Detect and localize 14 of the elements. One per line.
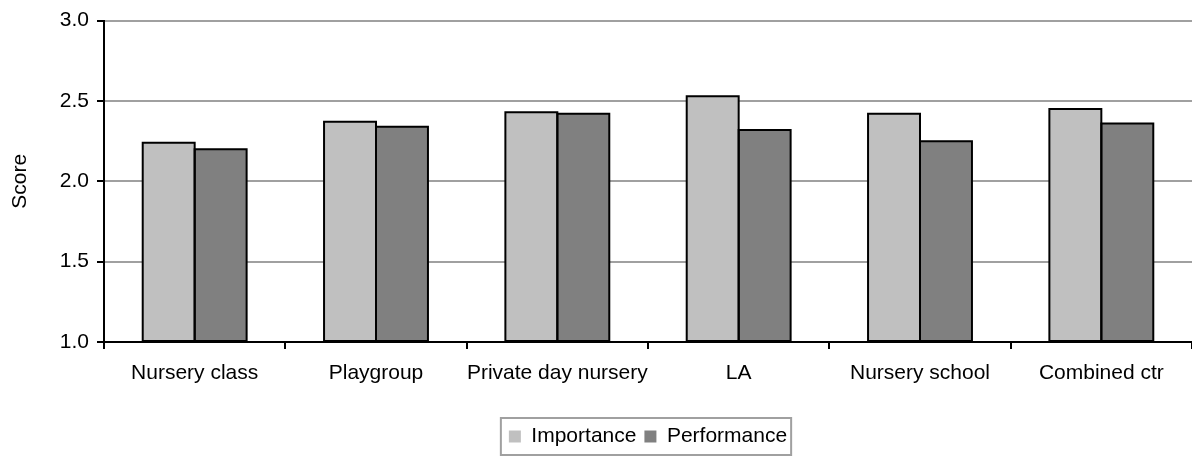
x-tick-label: Private day nursery: [466, 360, 649, 384]
legend-label: Performance: [666, 423, 788, 447]
x-tick-label: Playgroup: [328, 360, 424, 384]
x-tick-label: Combined ctr: [1038, 360, 1164, 384]
y-axis-title: Score: [7, 153, 31, 209]
y-tick-label: 1.5: [59, 248, 89, 272]
x-tick-label: LA: [725, 360, 752, 384]
y-tick-label: 3.0: [59, 7, 89, 31]
y-tick-label: 2.5: [59, 87, 89, 111]
y-tick-label: 1.0: [59, 328, 89, 352]
legend-label: Importance: [531, 423, 637, 447]
y-tick-label: 2.0: [59, 168, 89, 192]
x-tick-label: Nursery class: [131, 360, 259, 384]
x-tick-label: Nursery school: [849, 360, 991, 384]
